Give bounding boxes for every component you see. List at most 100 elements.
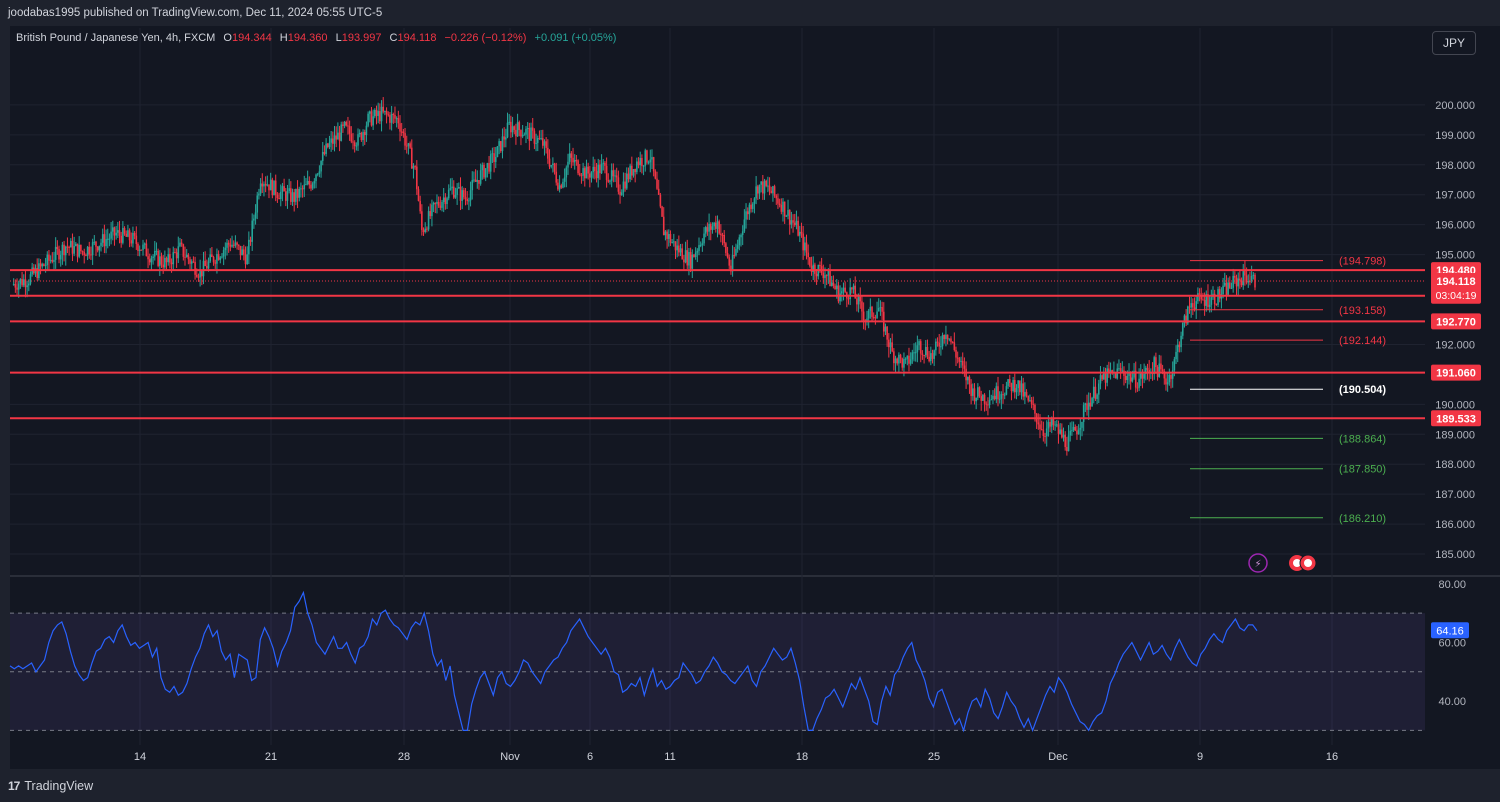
candle-body[interactable] (1045, 428, 1048, 437)
candle-body[interactable] (135, 235, 138, 244)
candle-body[interactable] (562, 181, 564, 188)
candle-body[interactable] (201, 269, 203, 277)
candle-body[interactable] (98, 245, 101, 251)
candle-body[interactable] (46, 254, 49, 266)
candle-body[interactable] (122, 227, 124, 243)
candle-body[interactable] (1165, 378, 1167, 385)
candle-body[interactable] (889, 342, 892, 348)
candle-body[interactable] (933, 350, 935, 359)
candle-body[interactable] (520, 130, 522, 137)
candle-body[interactable] (1207, 294, 1209, 307)
candle-body[interactable] (856, 298, 858, 305)
candle-body[interactable] (634, 169, 636, 173)
candle-body[interactable] (1022, 383, 1024, 397)
candle-body[interactable] (315, 174, 317, 182)
candle-body[interactable] (568, 153, 571, 162)
candle-body[interactable] (575, 159, 578, 161)
candle-body[interactable] (29, 274, 32, 284)
candle-body[interactable] (928, 356, 930, 362)
candle-body[interactable] (221, 256, 223, 258)
candle-body[interactable] (380, 106, 383, 122)
candle-body[interactable] (340, 124, 343, 141)
candle-body[interactable] (400, 131, 403, 133)
candle-body[interactable] (676, 245, 678, 251)
candle-body[interactable] (736, 245, 739, 249)
candle-body[interactable] (353, 142, 356, 147)
candle-body[interactable] (222, 250, 225, 257)
candle-body[interactable] (1245, 275, 1248, 283)
candle-body[interactable] (301, 188, 304, 190)
candle-body[interactable] (884, 326, 887, 332)
candle-body[interactable] (1017, 380, 1019, 389)
candle-body[interactable] (538, 138, 541, 140)
candle-body[interactable] (992, 395, 994, 400)
candle-body[interactable] (481, 164, 484, 171)
candle-body[interactable] (1143, 373, 1145, 379)
candle-body[interactable] (770, 190, 773, 194)
candle-body[interactable] (95, 241, 97, 247)
candle-body[interactable] (81, 251, 84, 253)
candle-body[interactable] (767, 185, 769, 187)
candle-body[interactable] (441, 201, 443, 208)
candle-body[interactable] (1104, 372, 1107, 383)
candle-body[interactable] (491, 153, 494, 155)
candle-body[interactable] (840, 291, 843, 294)
candle-body[interactable] (91, 242, 94, 256)
candle-body[interactable] (219, 257, 222, 260)
candle-body[interactable] (632, 169, 635, 176)
candle-body[interactable] (1145, 367, 1147, 374)
candle-body[interactable] (88, 246, 91, 255)
candle-body[interactable] (236, 242, 238, 245)
candle-body[interactable] (563, 177, 566, 182)
candle-body[interactable] (743, 219, 746, 232)
candle-body[interactable] (266, 184, 269, 186)
candle-body[interactable] (819, 265, 821, 267)
candle-body[interactable] (347, 125, 349, 127)
candle-body[interactable] (872, 316, 875, 318)
candle-body[interactable] (708, 223, 710, 232)
candle-body[interactable] (652, 157, 655, 172)
candle-body[interactable] (1215, 304, 1218, 306)
candle-body[interactable] (888, 339, 890, 348)
candle-body[interactable] (552, 163, 554, 166)
candle-body[interactable] (1180, 335, 1182, 348)
candle-body[interactable] (1185, 315, 1187, 324)
candle-body[interactable] (758, 184, 761, 194)
candle-body[interactable] (839, 293, 841, 302)
candle-body[interactable] (286, 191, 289, 201)
candle-body[interactable] (637, 161, 640, 166)
candle-body[interactable] (360, 132, 363, 141)
candle-body[interactable] (246, 254, 248, 265)
candle-body[interactable] (1044, 435, 1046, 437)
candle-body[interactable] (614, 175, 616, 177)
candle-body[interactable] (881, 307, 883, 312)
candle-body[interactable] (496, 146, 499, 157)
candle-body[interactable] (476, 180, 479, 182)
candle-body[interactable] (138, 249, 141, 251)
candle-body[interactable] (489, 154, 492, 172)
candle-body[interactable] (1210, 297, 1213, 305)
candle-body[interactable] (1173, 359, 1176, 371)
candle-body[interactable] (333, 135, 336, 144)
candle-body[interactable] (211, 254, 213, 258)
candle-body[interactable] (291, 192, 294, 202)
candle-body[interactable] (274, 180, 277, 195)
candle-body[interactable] (785, 215, 788, 217)
candle-body[interactable] (1040, 429, 1043, 431)
candle-body[interactable] (279, 191, 282, 200)
candle-body[interactable] (1000, 394, 1003, 399)
candle-body[interactable] (746, 211, 749, 215)
candle-body[interactable] (273, 180, 275, 196)
candle-body[interactable] (237, 244, 240, 246)
candle-body[interactable] (127, 230, 129, 237)
candle-body[interactable] (167, 254, 170, 263)
candle-body[interactable] (194, 261, 196, 275)
candle-body[interactable] (941, 335, 944, 347)
candle-body[interactable] (494, 156, 497, 162)
candle-body[interactable] (1029, 400, 1031, 402)
candle-body[interactable] (788, 209, 791, 225)
candle-body[interactable] (1240, 280, 1243, 286)
candle-body[interactable] (468, 200, 470, 202)
candle-body[interactable] (977, 387, 979, 398)
candle-body[interactable] (565, 167, 568, 178)
